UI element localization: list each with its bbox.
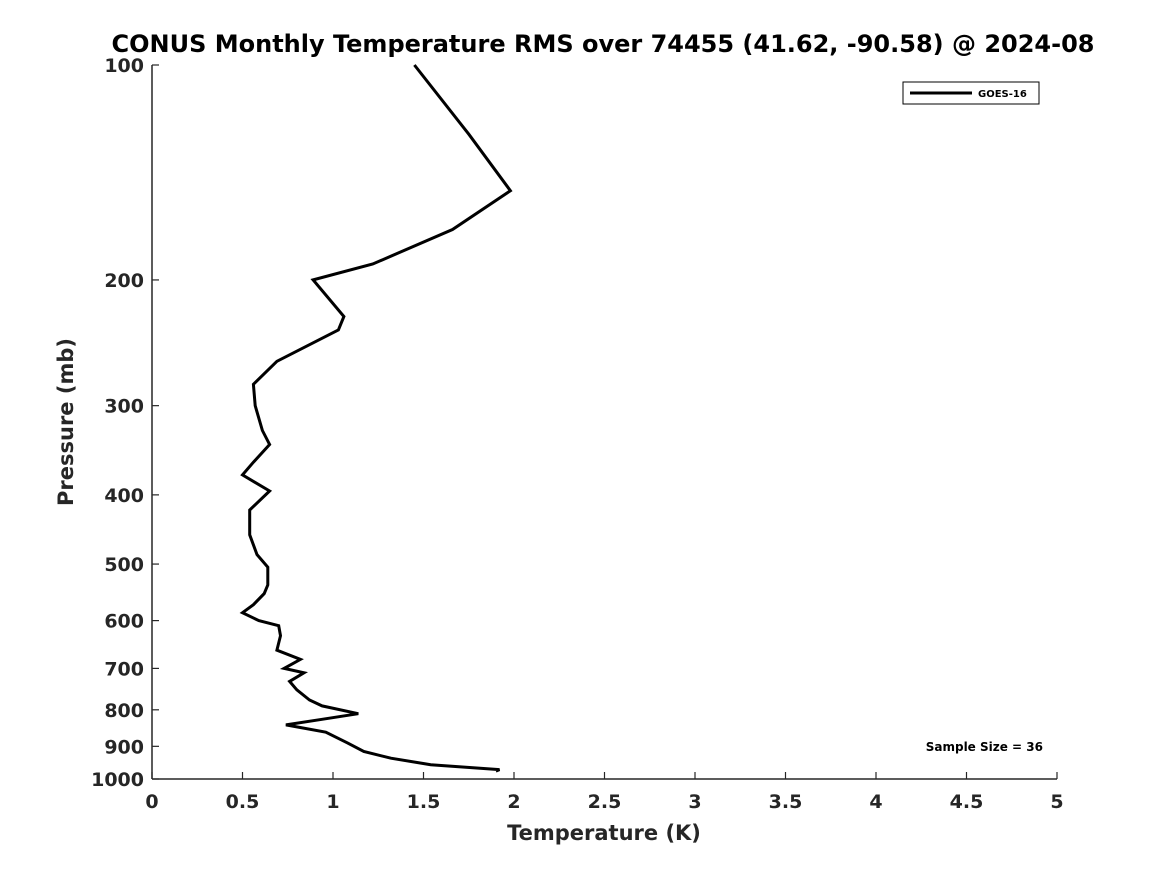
x-tick-label: 2: [507, 791, 520, 813]
y-tick-label: 1000: [91, 769, 144, 791]
x-tick-label: 3.5: [769, 791, 803, 813]
legend-entry-goes-16: GOES-16: [978, 89, 1027, 100]
x-tick-label: 5: [1050, 791, 1063, 813]
y-axis-ticks: 100 200 300 400 500 600 700 800 900 1000: [91, 55, 159, 791]
x-tick-label: 1.5: [407, 791, 441, 813]
x-tick-label: 4: [869, 791, 882, 813]
y-tick-label: 600: [104, 611, 144, 633]
y-tick-label: 300: [104, 396, 144, 418]
y-tick-label: 500: [104, 554, 144, 576]
x-tick-label: 0.5: [226, 791, 260, 813]
chart-title: CONUS Monthly Temperature RMS over 74455…: [112, 30, 1095, 58]
x-tick-label: 1: [326, 791, 339, 813]
plot-area: 0 0.5 1 1.5 2 2.5 3 3.5 4 4.5 5 100 200 300 400 500 600…: [91, 55, 1064, 813]
x-tick-label: 3: [688, 791, 701, 813]
y-tick-label: 900: [104, 736, 144, 758]
legend: GOES-16: [902, 81, 1040, 105]
x-tick-label: 2.5: [588, 791, 622, 813]
x-axis-ticks: 0 0.5 1 1.5 2 2.5 3 3.5 4 4.5 5: [145, 772, 1064, 813]
y-tick-label: 100: [104, 55, 144, 77]
series-line-goes-16: [239, 64, 513, 773]
y-tick-label: 400: [104, 485, 144, 507]
series-group: [239, 64, 513, 773]
y-axis-label: Pressure (mb): [54, 338, 78, 506]
x-tick-label: 4.5: [950, 791, 984, 813]
x-axis-label: Temperature (K): [507, 821, 701, 845]
y-tick-label: 700: [104, 658, 144, 680]
y-tick-label: 800: [104, 700, 144, 722]
y-tick-label: 200: [104, 270, 144, 292]
sample-size-annotation: Sample Size = 36: [926, 740, 1043, 754]
x-tick-label: 0: [145, 791, 158, 813]
